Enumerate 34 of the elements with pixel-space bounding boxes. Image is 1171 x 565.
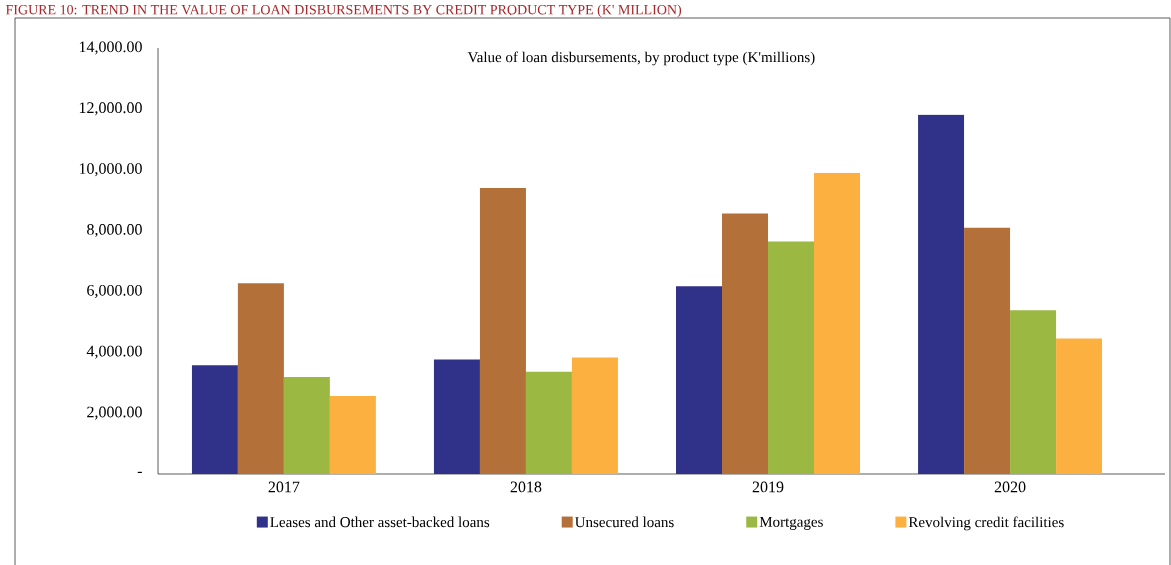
caption: FIGURE 10: TREND IN THE VALUE OF LOAN DISBURSEMENTS BY CREDIT PRODUCT TYPE (K' MILLION) — [5, 4, 682, 18]
bar — [768, 241, 814, 474]
y-tick-label: 12,000.00 — [79, 102, 142, 116]
bar — [237, 283, 284, 474]
legend-label: Mortgages — [759, 516, 823, 530]
chart-title: Value of loan disbursements, by product type (K'millions) — [467, 51, 815, 66]
bar — [1056, 338, 1103, 474]
legend-label: Unsecured loans — [575, 516, 674, 528]
bar — [433, 359, 480, 474]
y-tick-label: 10,000.00 — [79, 163, 142, 177]
bar — [525, 371, 572, 474]
x-tick-label: 2017 — [268, 481, 300, 493]
bar — [571, 357, 618, 474]
bar — [964, 227, 1011, 474]
legend-label: Revolving credit facilities — [908, 516, 1064, 531]
bar — [676, 286, 723, 474]
legend-label: Leases and Other asset-backed loans — [270, 516, 490, 528]
y-tick-label: 2,000.00 — [87, 406, 142, 420]
bar — [479, 187, 526, 474]
y-tick-label: 4,000.00 — [86, 345, 142, 359]
x-tick-label: 2019 — [752, 481, 784, 493]
bar — [814, 172, 860, 474]
bar — [1010, 310, 1057, 474]
bar — [283, 376, 330, 474]
y-tick-label: 8,000.00 — [87, 224, 142, 238]
bar — [191, 365, 238, 474]
y-tick-label: 6,000.00 — [87, 284, 142, 298]
y-tick-label: 14,000.00 — [79, 41, 142, 55]
x-tick-label: 2020 — [994, 481, 1026, 493]
bar — [722, 213, 769, 474]
bar — [918, 114, 965, 474]
bar — [329, 396, 376, 474]
x-tick-label: 2018 — [510, 481, 542, 493]
y-tick-label: - — [137, 471, 142, 473]
